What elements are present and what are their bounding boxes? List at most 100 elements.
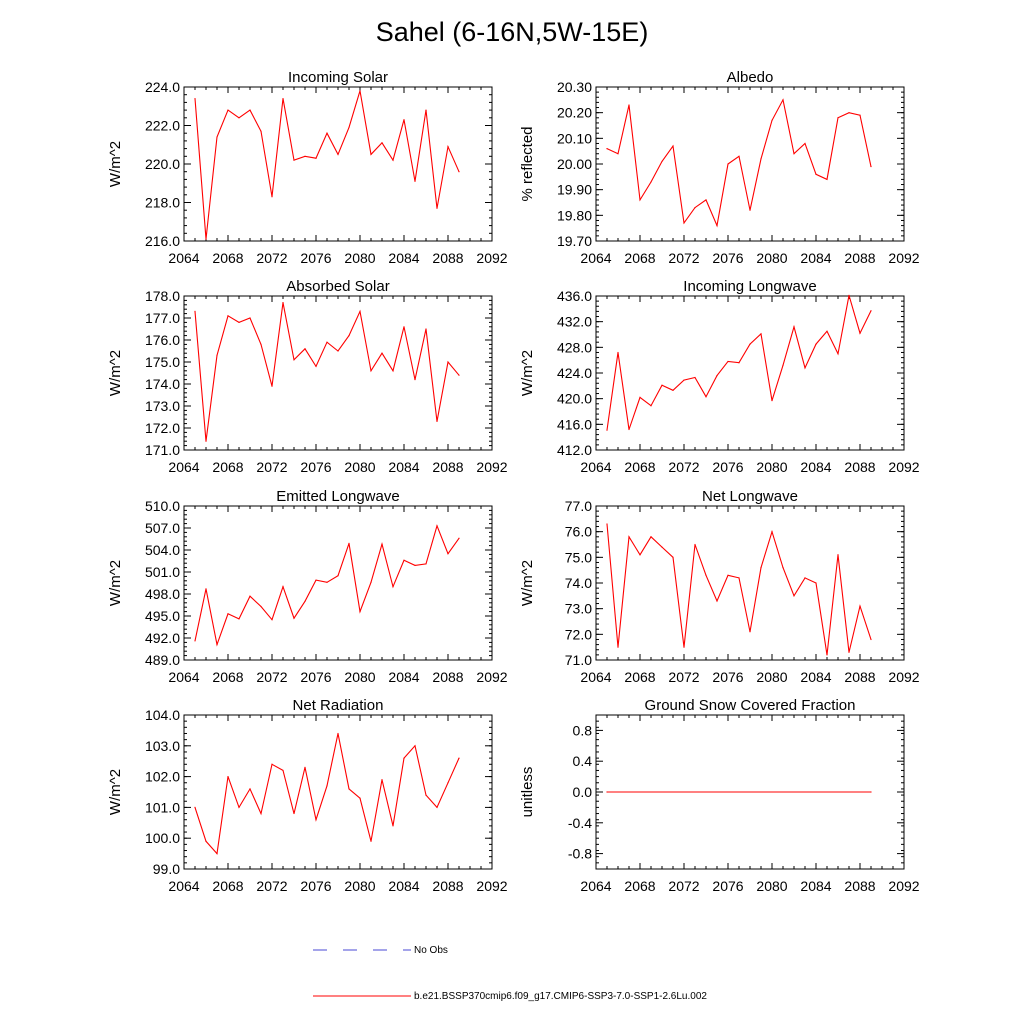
y-axis-label: unitless — [519, 767, 536, 818]
data-point — [738, 362, 740, 364]
x-tick-label: 2080 — [756, 878, 787, 894]
data-point — [617, 646, 619, 648]
x-tick-label: 2068 — [624, 878, 655, 894]
x-tick-label: 2072 — [668, 459, 699, 475]
x-tick-label: 2092 — [476, 878, 507, 894]
data-point — [359, 310, 361, 312]
data-point — [348, 542, 350, 545]
data-point — [727, 360, 729, 363]
data-point — [293, 617, 295, 619]
data-point — [782, 567, 784, 569]
data-point — [392, 370, 394, 372]
x-tick-label: 2088 — [432, 878, 463, 894]
data-point — [760, 567, 762, 569]
data-point — [870, 310, 872, 312]
y-tick-label: 19.70 — [557, 233, 592, 249]
data-point — [194, 310, 196, 312]
y-axis-label: W/m^2 — [107, 560, 124, 606]
x-tick-label: 2076 — [712, 669, 743, 685]
data-point — [414, 180, 416, 182]
data-point — [771, 119, 773, 121]
y-tick-label: 73.0 — [565, 601, 592, 617]
panel-1: Incoming Solar W/m^2 2064 2068 2072 2076 2080 2… — [107, 69, 508, 266]
data-point — [458, 374, 460, 376]
data-point — [771, 531, 773, 533]
data-point — [381, 779, 383, 781]
y-tick-label: -0.8 — [568, 846, 592, 862]
y-tick-label: 177.0 — [145, 310, 180, 326]
data-point — [282, 586, 284, 588]
data-point — [326, 785, 328, 787]
x-tick-label: 2084 — [388, 669, 419, 685]
x-tick-label: 2080 — [344, 878, 375, 894]
data-point — [606, 523, 608, 525]
x-tick-label: 2084 — [800, 878, 831, 894]
data-point — [370, 370, 372, 372]
y-tick-label: 71.0 — [565, 652, 592, 668]
data-point — [815, 173, 817, 175]
y-tick-label: 504.0 — [145, 542, 180, 558]
y-tick-label: 507.0 — [145, 520, 180, 536]
x-tick-label: 2088 — [844, 878, 875, 894]
x-tick-label: 2064 — [580, 669, 611, 685]
x-tick-label: 2092 — [476, 459, 507, 475]
y-tick-label: 220.0 — [145, 156, 180, 172]
data-point — [436, 525, 438, 527]
y-tick-label: 173.0 — [145, 398, 180, 414]
data-point — [859, 114, 861, 116]
panel-title: Emitted Longwave — [276, 488, 399, 505]
y-tick-label: 178.0 — [145, 288, 180, 304]
data-point — [672, 145, 674, 147]
data-point — [738, 577, 740, 579]
data-point — [716, 600, 718, 602]
data-point — [381, 142, 383, 144]
data-point — [337, 575, 339, 577]
data-point — [381, 352, 383, 354]
x-tick-label: 2064 — [580, 878, 611, 894]
x-tick-label: 2092 — [476, 669, 507, 685]
data-point — [194, 640, 196, 642]
y-tick-label: 498.0 — [145, 586, 180, 602]
data-point — [293, 812, 295, 815]
y-tick-label: 436.0 — [557, 288, 592, 304]
x-tick-label: 2064 — [168, 459, 199, 475]
data-point — [458, 537, 460, 539]
y-tick-label: 20.00 — [557, 156, 592, 172]
x-tick-label: 2068 — [624, 250, 655, 266]
panel-8: Ground Snow Covered Fraction unitless 2064… — [519, 697, 920, 894]
data-point — [227, 315, 229, 317]
y-tick-label: 224.0 — [145, 79, 180, 95]
data-point — [348, 126, 350, 129]
panel-6: Net Longwave W/m^2 2064 2068 2072 2076 2080 208… — [519, 488, 920, 685]
x-tick-label: 2068 — [212, 878, 243, 894]
plot-frame — [183, 505, 493, 661]
data-point — [304, 600, 306, 602]
x-tick-label: 2072 — [256, 878, 287, 894]
data-point — [216, 853, 218, 855]
data-point — [771, 399, 773, 402]
data-point — [414, 379, 416, 381]
data-point — [782, 364, 784, 366]
legend: No Obs b.e21.BSSP370cmip6.f09_g17.CMIP6-… — [313, 945, 707, 1002]
data-point — [848, 651, 850, 653]
x-tick-label: 2076 — [712, 459, 743, 475]
data-point — [815, 343, 817, 345]
data-point — [282, 302, 284, 304]
y-tick-label: 218.0 — [145, 195, 180, 211]
data-point — [760, 333, 762, 335]
data-point — [293, 159, 295, 161]
data-point — [238, 806, 240, 809]
x-tick-label: 2092 — [888, 250, 919, 266]
data-point — [205, 238, 207, 240]
data-point — [282, 769, 284, 772]
y-tick-label: 104.0 — [145, 707, 180, 723]
data-point — [815, 582, 817, 584]
x-tick-label: 2076 — [300, 878, 331, 894]
x-tick-label: 2064 — [580, 250, 611, 266]
data-point — [249, 317, 251, 319]
x-tick-label: 2088 — [844, 250, 875, 266]
data-point — [447, 361, 449, 363]
x-tick-label: 2072 — [668, 250, 699, 266]
x-tick-label: 2068 — [624, 459, 655, 475]
data-point — [414, 564, 416, 567]
